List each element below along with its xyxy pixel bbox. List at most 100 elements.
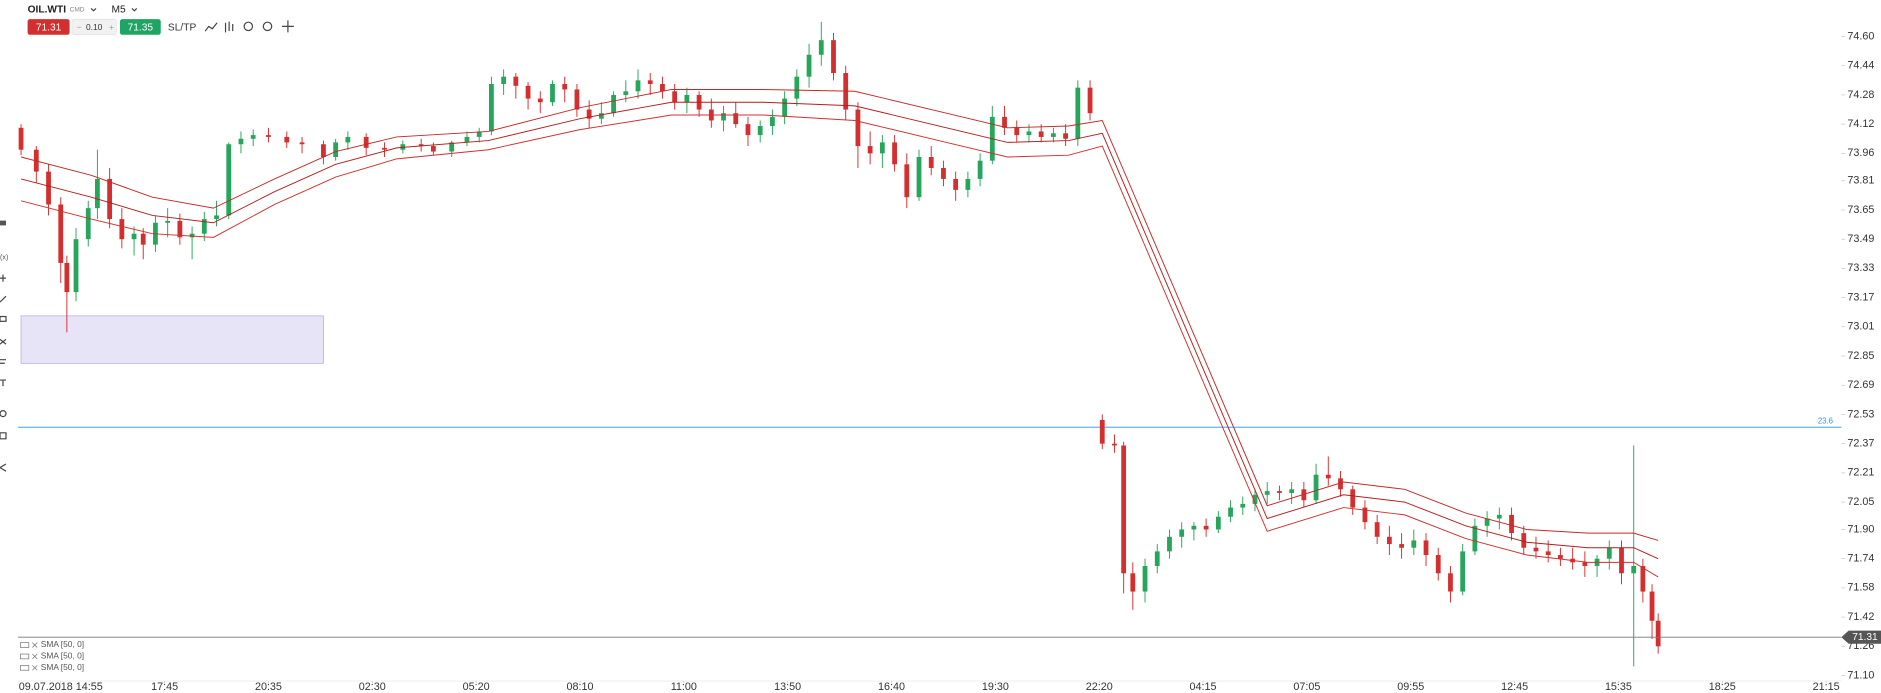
y-tick-label: 73.49: [1847, 233, 1874, 245]
candle-body: [266, 135, 271, 137]
candle-body: [1521, 533, 1527, 548]
tool-icon[interactable]: [0, 295, 7, 303]
candle-body: [501, 76, 507, 84]
sell-button[interactable]: [27, 19, 70, 35]
y-tick-label: 74.12: [1847, 118, 1874, 130]
candle-body: [1399, 544, 1404, 548]
zone-rectangle: [20, 315, 324, 364]
candle-body: [1121, 445, 1127, 574]
candle-body: [513, 76, 519, 86]
minus-icon[interactable]: −: [77, 22, 82, 32]
legend-close-icon: [32, 653, 38, 660]
tool-icon[interactable]: [0, 338, 7, 345]
candle-body: [598, 113, 604, 119]
dropdown-icon[interactable]: [131, 7, 138, 12]
candle-body: [489, 83, 494, 132]
y-tick-label: 71.90: [1847, 523, 1874, 535]
tool-icon[interactable]: [0, 410, 7, 418]
dropdown-icon[interactable]: [90, 7, 97, 12]
tool-icon[interactable]: [0, 359, 6, 364]
candle-body: [95, 178, 100, 209]
y-tick-label: 71.42: [1847, 611, 1874, 623]
x-tick-label: 02:30: [359, 681, 386, 693]
sell-price[interactable]: 71.31: [36, 22, 62, 33]
candle-body: [1252, 494, 1258, 504]
candle-body: [1063, 133, 1069, 139]
x-tick-label: 17:45: [151, 681, 178, 693]
zoom-out-icon[interactable]: [243, 21, 254, 32]
candle-body: [1240, 503, 1246, 508]
candle-body: [977, 160, 983, 179]
candle-body: [382, 147, 387, 150]
tool-icon[interactable]: [0, 220, 6, 226]
candle-body: [1558, 555, 1563, 559]
chart-type-icon[interactable]: [224, 21, 234, 33]
tool-icon[interactable]: [0, 315, 7, 322]
y-tick-label: 72.85: [1847, 350, 1874, 362]
y-tick-label: 71.74: [1847, 553, 1874, 565]
candle-body: [733, 113, 739, 125]
tool-icon[interactable]: [0, 379, 6, 387]
plus-icon[interactable]: +: [109, 22, 114, 32]
candle-body: [1014, 127, 1020, 136]
tool-icon[interactable]: [0, 463, 7, 472]
candle-body: [574, 89, 580, 110]
candle-body: [1619, 547, 1624, 574]
sma-line: [20, 88, 1659, 541]
y-tick-label: 73.01: [1847, 321, 1874, 333]
candle-body: [430, 146, 436, 152]
candle-body: [1649, 591, 1655, 621]
candle-body: [770, 116, 775, 126]
x-tick-label: 21:15: [1813, 681, 1840, 693]
candle-body: [1051, 133, 1056, 137]
candle-body: [1484, 518, 1490, 526]
buy-button[interactable]: [119, 19, 161, 35]
candle-body: [476, 131, 482, 137]
crosshair-icon[interactable]: [281, 20, 294, 33]
y-tick-label: 71.58: [1847, 582, 1874, 594]
y-tick-label: 73.17: [1847, 291, 1874, 303]
last-price-box: [1841, 630, 1881, 644]
x-tick-label: 07:05: [1293, 681, 1320, 693]
zoom-in-icon[interactable]: [262, 21, 273, 32]
candle-body: [611, 94, 616, 114]
candle-body: [1112, 443, 1117, 446]
candle-body: [635, 80, 641, 92]
buy-price[interactable]: 71.35: [128, 22, 154, 33]
legend-close-icon: [32, 642, 38, 648]
candle-body: [1325, 474, 1331, 479]
candle-body: [550, 83, 555, 103]
candle-body: [1099, 419, 1105, 444]
candle-body: [177, 220, 183, 238]
instrument[interactable]: OIL.WTI: [28, 4, 67, 15]
drawing-toolbar: (x): [0, 220, 8, 472]
legend-entry: SMA [50, 0]: [41, 639, 84, 649]
y-tick-label: 74.28: [1847, 89, 1874, 101]
candle-body: [333, 142, 339, 158]
candle-body: [201, 219, 207, 234]
x-tick-label: 15:35: [1605, 681, 1632, 693]
candle-body: [745, 124, 751, 136]
timeframe[interactable]: M5: [112, 4, 126, 15]
candle-body: [1264, 491, 1270, 495]
x-tick-label: 09:55: [1397, 681, 1424, 693]
tool-icon[interactable]: (x): [0, 253, 8, 262]
candle-body: [449, 142, 455, 152]
candle-body: [1496, 514, 1502, 519]
spread: 0.10: [86, 22, 103, 32]
tool-icon[interactable]: [0, 274, 6, 282]
candle-body: [818, 40, 824, 55]
candle-body: [1277, 491, 1282, 493]
candle-body: [214, 215, 219, 220]
tool-icon[interactable]: [0, 432, 7, 440]
candle-body: [1313, 474, 1319, 501]
candle-body: [1582, 562, 1588, 566]
fib-label: 23.6: [1818, 416, 1833, 425]
candle-body: [1472, 525, 1478, 552]
sltp-button[interactable]: SL/TP: [168, 22, 197, 33]
candle-body: [1075, 87, 1081, 139]
candle-body: [647, 80, 653, 84]
indicator-icon[interactable]: [204, 22, 218, 32]
candle-body: [1362, 507, 1368, 523]
candle-body: [1545, 551, 1551, 556]
